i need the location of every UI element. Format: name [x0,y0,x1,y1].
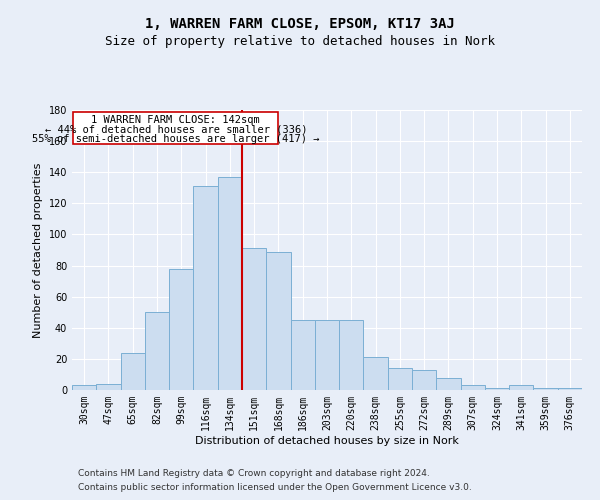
Bar [145,312,169,390]
Text: Contains public sector information licensed under the Open Government Licence v3: Contains public sector information licen… [78,484,472,492]
Bar [364,358,388,390]
FancyBboxPatch shape [73,112,278,144]
Bar [315,320,339,390]
Text: 1, WARREN FARM CLOSE, EPSOM, KT17 3AJ: 1, WARREN FARM CLOSE, EPSOM, KT17 3AJ [145,18,455,32]
Bar [461,386,485,390]
Bar [339,320,364,390]
Bar [121,352,145,390]
Bar [218,177,242,390]
Bar [242,248,266,390]
Y-axis label: Number of detached properties: Number of detached properties [33,162,43,338]
Text: 1 WARREN FARM CLOSE: 142sqm: 1 WARREN FARM CLOSE: 142sqm [91,116,260,126]
Bar [169,268,193,390]
Bar [72,386,96,390]
Bar [558,388,582,390]
Bar [533,388,558,390]
Bar [412,370,436,390]
Bar [485,388,509,390]
Bar [436,378,461,390]
Text: 55% of semi-detached houses are larger (417) →: 55% of semi-detached houses are larger (… [32,134,320,144]
X-axis label: Distribution of detached houses by size in Nork: Distribution of detached houses by size … [195,436,459,446]
Text: Contains HM Land Registry data © Crown copyright and database right 2024.: Contains HM Land Registry data © Crown c… [78,468,430,477]
Bar [266,252,290,390]
Bar [290,320,315,390]
Bar [509,386,533,390]
Text: ← 44% of detached houses are smaller (336): ← 44% of detached houses are smaller (33… [44,125,307,135]
Bar [96,384,121,390]
Text: Size of property relative to detached houses in Nork: Size of property relative to detached ho… [105,35,495,48]
Bar [193,186,218,390]
Bar [388,368,412,390]
